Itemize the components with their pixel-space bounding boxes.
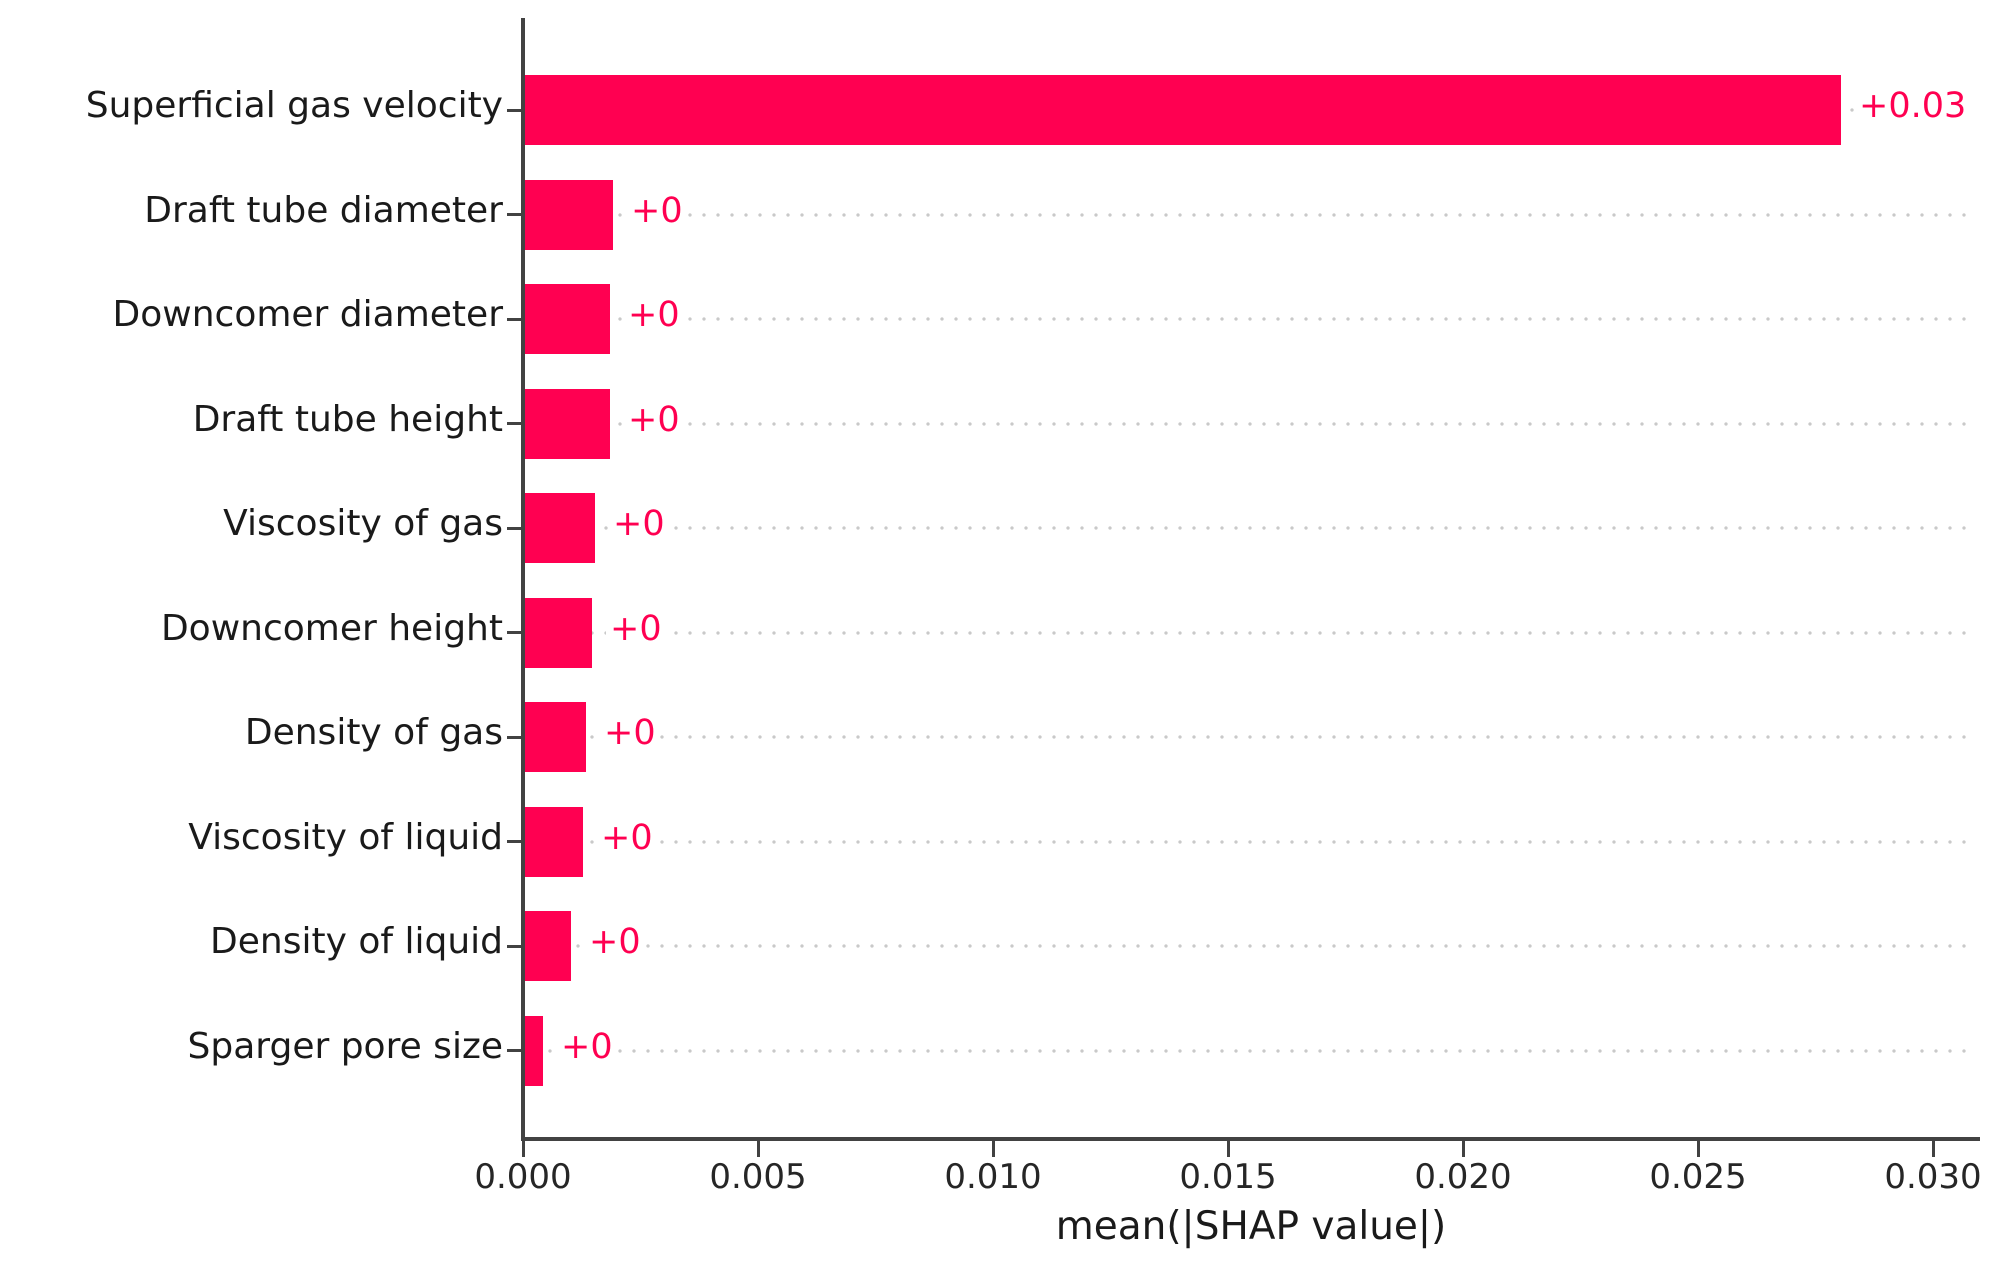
y-axis-tick: [507, 735, 521, 739]
x-axis-tick-label: 0.025: [1649, 1157, 1747, 1197]
feature-label-density-of-gas: Density of gas: [244, 712, 503, 753]
x-axis-tick-label: 0.020: [1414, 1157, 1512, 1197]
bar-superficial-gas-velocity: [525, 75, 1841, 145]
x-axis-tick: [756, 1141, 760, 1157]
x-axis-tick: [521, 1141, 525, 1157]
row-gridline: [529, 630, 1976, 635]
feature-label-viscosity-of-gas: Viscosity of gas: [223, 503, 503, 544]
bar-value-label: +0: [624, 295, 684, 335]
y-axis-line: [521, 18, 525, 1139]
y-axis-tick: [507, 526, 521, 530]
x-axis-tick-label: 0.010: [944, 1157, 1042, 1197]
bar-value-label: +0: [557, 1026, 617, 1067]
bar-density-of-gas: [525, 702, 586, 772]
bar-value-label: +0: [627, 190, 687, 231]
bar-value-label: +0: [606, 608, 666, 649]
x-axis-tick: [1931, 1141, 1935, 1157]
bar-value-label: +0: [624, 399, 684, 440]
bar-value-label: +0: [597, 817, 657, 858]
x-axis-tick: [1696, 1141, 1700, 1157]
x-axis-tick: [991, 1141, 995, 1157]
x-axis-tick-label: 0.030: [1884, 1157, 1982, 1197]
bar-viscosity-of-gas: [525, 493, 595, 563]
x-axis-title: mean(|SHAP value|): [1055, 1204, 1447, 1249]
feature-label-superficial-gas-velocity: Superficial gas velocity: [85, 85, 503, 126]
bar-viscosity-of-liquid: [525, 806, 583, 877]
bar-downcomer-diameter: [525, 284, 610, 354]
y-axis-tick: [507, 108, 521, 112]
feature-label-downcomer-diameter: Downcomer diameter: [112, 294, 503, 335]
x-axis-tick: [1461, 1141, 1465, 1157]
row-gridline: [529, 317, 1976, 321]
y-axis-tick: [507, 213, 521, 216]
bar-value-label: +0: [585, 922, 645, 962]
feature-label-sparger-pore-size: Sparger pore size: [187, 1025, 503, 1067]
x-axis-tick-label: 0.015: [1179, 1157, 1277, 1197]
x-axis-tick-label: 0.000: [474, 1157, 572, 1197]
feature-label-draft-tube-diameter: Draft tube diameter: [144, 189, 503, 231]
y-axis-tick: [507, 317, 521, 321]
bar-value-label: +0: [609, 504, 669, 544]
bar-density-of-liquid: [525, 911, 571, 981]
bar-downcomer-height: [525, 597, 592, 668]
row-gridline: [529, 526, 1976, 530]
y-axis-tick: [507, 1049, 521, 1052]
x-axis-line: [521, 1137, 1980, 1141]
row-gridline: [529, 944, 1976, 948]
x-axis-tick-label: 0.005: [709, 1157, 807, 1197]
row-gridline: [529, 212, 1976, 217]
bar-value-label: +0: [600, 713, 660, 753]
bar-sparger-pore-size: [525, 1015, 543, 1086]
y-axis-tick: [507, 631, 521, 634]
feature-label-draft-tube-height: Draft tube height: [192, 398, 503, 440]
feature-label-downcomer-height: Downcomer height: [160, 607, 503, 649]
row-gridline: [529, 421, 1976, 426]
x-axis-tick: [1226, 1141, 1230, 1157]
row-gridline: [529, 839, 1976, 844]
row-gridline: [529, 735, 1976, 739]
y-axis-tick: [507, 422, 521, 425]
feature-label-density-of-liquid: Density of liquid: [210, 921, 503, 962]
feature-label-viscosity-of-liquid: Viscosity of liquid: [188, 816, 503, 858]
bar-draft-tube-height: [525, 388, 610, 459]
row-gridline: [529, 1048, 1976, 1053]
y-axis-tick: [507, 840, 521, 843]
bar-value-label: +0.03: [1855, 86, 1971, 126]
y-axis-tick: [507, 944, 521, 948]
bar-draft-tube-diameter: [525, 179, 613, 250]
